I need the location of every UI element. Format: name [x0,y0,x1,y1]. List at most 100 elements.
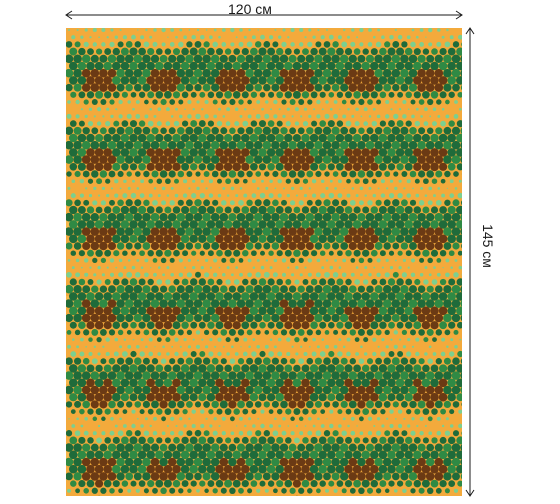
pattern-dot [342,417,346,421]
pattern-dot [232,292,241,301]
pattern-dot [82,357,90,365]
pattern-dot [195,271,201,278]
pattern-dot [354,178,360,184]
pattern-dot [447,378,457,388]
pattern-dot [405,436,413,445]
pattern-dot [136,258,140,262]
pattern-dot [409,400,417,409]
pattern-dot [286,337,291,342]
pattern-dot [107,54,117,64]
pattern-dot [404,450,414,460]
pattern-dot [81,68,91,78]
pattern-dot [273,258,278,263]
pattern-dot [305,140,315,150]
pattern-dot [391,155,401,164]
pattern-dot [409,127,417,135]
pattern-dot [421,464,431,474]
pattern-dot [159,400,168,409]
pattern-dot [311,408,317,415]
pattern-dot [147,47,155,56]
pattern-dot [271,457,280,467]
pattern-dot [151,358,159,365]
pattern-dot [305,457,315,467]
pattern-dot [410,488,416,494]
pattern-dot [370,479,379,488]
pattern-dot [163,133,172,143]
pattern-dot [292,450,302,460]
pattern-dot [192,108,195,111]
pattern-dot [112,76,121,85]
pattern-dot [290,416,295,422]
pattern-dot [438,306,448,316]
pattern-dot [361,61,371,71]
pattern-dot [69,47,78,56]
pattern-dot [101,28,106,33]
pattern-dot [434,54,443,63]
pattern-dot [73,457,82,467]
pattern-dot [374,385,383,395]
pattern-dot [367,42,373,47]
pattern-dot [296,371,306,380]
pattern-dot [415,193,420,198]
pattern-dot [305,241,314,251]
pattern-dot [92,431,97,436]
pattern-dot [77,306,87,316]
pattern-dot [451,68,461,78]
pattern-dot [86,148,95,157]
pattern-dot [246,430,253,436]
pattern-dot [236,457,246,467]
pattern-dot [202,227,211,236]
pattern-dot [175,35,178,39]
pattern-dot [389,423,394,429]
pattern-dot [150,371,160,380]
pattern-dot [255,272,261,278]
pattern-dot [217,178,222,184]
pattern-dot [104,91,112,99]
pattern-dot [292,90,301,99]
pattern-dot [350,41,356,47]
pattern-dot [435,170,443,178]
pattern-dot [400,227,409,236]
pattern-dot [458,423,462,429]
pattern-dot [378,234,388,244]
pattern-dot [344,162,353,171]
pattern-dot [70,409,76,414]
pattern-dot [430,148,439,157]
pattern-dot [335,205,345,215]
pattern-dot [408,140,418,150]
pattern-dot [357,54,366,63]
pattern-dot [185,313,194,323]
pattern-dot [305,371,315,380]
pattern-dot [211,357,219,365]
pattern-dot [178,272,184,278]
pattern-dot [436,99,442,105]
pattern-dot [248,345,251,349]
pattern-dot [172,220,181,229]
pattern-dot [404,378,414,388]
pattern-dot [73,68,82,78]
pattern-dot [314,83,323,92]
pattern-dot [99,83,108,92]
pattern-dot [430,464,439,474]
pattern-dot [383,400,391,408]
pattern-dot [301,306,310,316]
pattern-dot [456,120,462,128]
pattern-dot [125,242,133,250]
pattern-dot [163,306,173,316]
pattern-dot [125,126,134,135]
pattern-dot [279,457,289,467]
pattern-dot [357,313,366,323]
pattern-dot [138,47,146,56]
pattern-dot [361,392,371,402]
pattern-dot [123,266,127,270]
pattern-dot [169,99,176,105]
pattern-dot [121,480,129,487]
pattern-dot [353,48,361,55]
pattern-dot [382,299,392,308]
pattern-dot [345,91,352,99]
pattern-dot [176,83,185,92]
pattern-dot [66,330,72,335]
pattern-dot [180,292,190,301]
pattern-dot [271,140,280,150]
pattern-dot [174,193,179,198]
